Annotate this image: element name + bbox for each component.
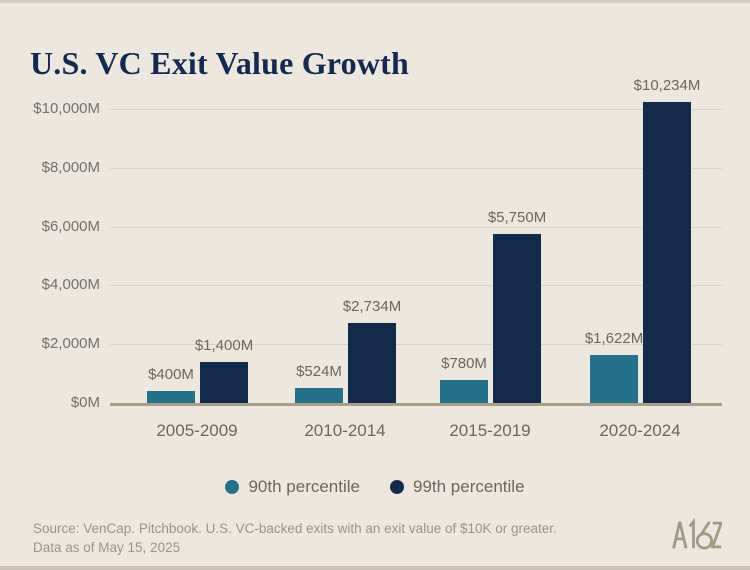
x-category-label: 2005-2009 (156, 421, 238, 440)
bar-90th-percentile (147, 391, 195, 403)
gridline (110, 285, 722, 286)
legend-label: 99th percentile (413, 477, 525, 496)
bar-value-label: $10,234M (633, 77, 701, 94)
bar-value-label: $1,622M (584, 330, 644, 347)
y-tick-label: $8,000M (41, 159, 100, 176)
y-tick-label: $6,000M (41, 218, 100, 235)
bar-99th-percentile (493, 234, 541, 403)
bar-value-label: $400M (148, 366, 194, 383)
bar-value-label: $1,400M (194, 337, 254, 354)
top-edge-strip (0, 0, 750, 3)
legend: 90th percentile 99th percentile (0, 477, 750, 497)
footer-source-line1: Source: VenCap. Pitchbook. U.S. VC-backe… (33, 521, 557, 536)
y-tick-label: $0M (70, 394, 100, 411)
bar-value-label: $5,750M (487, 209, 547, 226)
y-tick-label: $10,000M (33, 100, 100, 117)
x-axis-baseline (110, 403, 722, 406)
legend-dot-90th (225, 480, 240, 494)
a16z-logo (672, 517, 724, 558)
legend-item: 99th percentile (390, 477, 525, 497)
bar-90th-percentile (590, 355, 638, 403)
bar-99th-percentile (200, 362, 248, 403)
legend-item: 90th percentile (225, 477, 360, 497)
legend-dot-99th (390, 480, 404, 494)
bar-value-label: $2,734M (342, 298, 402, 315)
gridline (110, 168, 722, 169)
bar-value-label: $524M (296, 363, 342, 380)
legend-label: 90th percentile (248, 477, 360, 496)
x-category-label: 2015-2019 (449, 421, 531, 440)
bottom-edge-strip (0, 566, 750, 570)
footer-source-line2: Data as of May 15, 2025 (33, 540, 181, 555)
gridline (110, 344, 722, 345)
bar-99th-percentile (348, 323, 396, 403)
chart-title: U.S. VC Exit Value Growth (30, 45, 409, 82)
bar-90th-percentile (440, 380, 488, 403)
footer-source-note: Source: VenCap. Pitchbook. U.S. VC-backe… (33, 519, 557, 557)
a16z-logo-icon (672, 517, 724, 550)
gridline (110, 109, 722, 110)
x-category-label: 2010-2014 (304, 421, 386, 440)
bar-90th-percentile (295, 388, 343, 403)
y-tick-label: $4,000M (41, 276, 100, 293)
logo-star-icon (698, 535, 710, 547)
y-tick-label: $2,000M (41, 335, 100, 352)
gridline (110, 227, 722, 228)
x-category-label: 2020-2024 (599, 421, 681, 440)
bar-value-label: $780M (441, 355, 487, 372)
bar-99th-percentile (643, 102, 691, 403)
